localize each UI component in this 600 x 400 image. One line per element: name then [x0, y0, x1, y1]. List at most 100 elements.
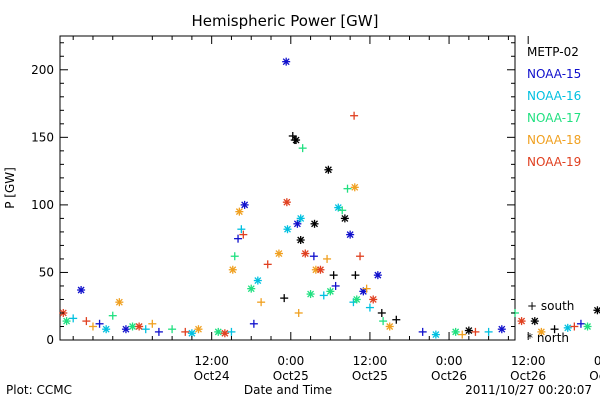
series-legend: METP-02 NOAA-15 NOAA-16 NOAA-17 NOAA-18 NOAA-… — [527, 45, 581, 169]
data-point-south — [88, 322, 97, 331]
plot-frame — [59, 35, 516, 341]
data-point-north — [583, 322, 592, 331]
y-tick-label: 100 — [31, 198, 54, 212]
data-point-north — [431, 330, 440, 339]
series-noaa-18 — [88, 183, 546, 339]
data-point-north — [102, 325, 111, 334]
data-point-north — [194, 325, 203, 334]
data-point-north — [301, 249, 310, 258]
data-point-south — [319, 291, 328, 300]
x-tick-label-time: 0:00 — [594, 354, 600, 368]
data-point-south — [108, 311, 117, 320]
data-point-south — [154, 327, 163, 336]
data-point-north — [326, 287, 335, 296]
data-point-south — [365, 303, 374, 312]
data-point-south — [298, 144, 307, 153]
legend-entry-noaa-15: NOAA-15 — [527, 67, 581, 81]
data-point-south — [95, 319, 104, 328]
x-tick-label-date: Oct25 — [352, 369, 388, 383]
data-point-north — [247, 284, 256, 293]
data-point-south — [343, 184, 352, 193]
legend-marker-north: * north — [527, 331, 569, 345]
data-point-north — [537, 327, 546, 336]
data-point-south — [458, 330, 467, 339]
data-point-north — [530, 317, 539, 326]
data-point-south — [356, 252, 365, 261]
data-point-south — [377, 308, 386, 317]
data-point-north — [220, 329, 229, 338]
data-point-south — [168, 325, 177, 334]
series-noaa-15 — [77, 57, 585, 336]
x-tick-label-time: 12:00 — [511, 354, 546, 368]
data-point-south — [294, 308, 303, 317]
data-point-south — [280, 294, 289, 303]
data-point-north — [292, 136, 301, 145]
data-point-south — [227, 327, 236, 336]
legend-entry-noaa-18: NOAA-18 — [527, 133, 581, 147]
y-tick-label: 150 — [31, 130, 54, 144]
data-point-north — [373, 271, 382, 280]
data-point-north — [135, 322, 144, 331]
data-point-north — [121, 325, 130, 334]
data-point-north — [310, 219, 319, 228]
data-point-north — [187, 329, 196, 338]
data-point-south — [239, 230, 248, 239]
data-point-north — [593, 306, 600, 315]
data-point-north — [282, 57, 291, 66]
legend-entry-noaa-17: NOAA-17 — [527, 111, 581, 125]
data-point-south — [323, 254, 332, 263]
legend-entry-metp-02: METP-02 — [527, 45, 579, 59]
data-point-north — [296, 236, 305, 245]
data-point-north — [563, 323, 572, 332]
y-axis-label: P [GW] — [3, 167, 17, 209]
x-tick-label-date: Oct26 — [431, 369, 467, 383]
data-point-south — [141, 325, 150, 334]
data-point-south — [331, 281, 340, 290]
data-point-north — [240, 200, 249, 209]
legend-entry-noaa-19: NOAA-19 — [527, 155, 581, 169]
data-point-north — [324, 165, 333, 174]
data-point-north — [296, 214, 305, 223]
data-point-south — [484, 327, 493, 336]
data-point-north — [274, 249, 283, 258]
data-point-south — [237, 225, 246, 234]
data-point-south — [234, 234, 243, 243]
data-point-south — [576, 319, 585, 328]
x-tick-label-date: Oct26 — [510, 369, 546, 383]
data-point-south — [257, 298, 266, 307]
data-point-north — [283, 225, 292, 234]
data-point-south — [82, 317, 91, 326]
x-tick-label-date: Oct24 — [194, 369, 230, 383]
data-point-north — [316, 265, 325, 274]
data-point-north — [235, 207, 244, 216]
data-point-south — [69, 314, 78, 323]
chart-title: Hemispheric Power [GW] — [192, 12, 379, 30]
data-point-south — [181, 327, 190, 336]
data-point-north — [282, 198, 291, 207]
y-tick-label: 0 — [46, 333, 54, 347]
data-point-south — [148, 319, 157, 328]
data-point-north — [340, 214, 349, 223]
data-point-south — [329, 271, 338, 280]
data-point-north — [306, 290, 315, 299]
data-point-north — [451, 327, 460, 336]
plot-source: Plot: CCMC — [6, 383, 72, 397]
data-point-south — [471, 327, 480, 336]
data-point-north — [497, 325, 506, 334]
x-tick-label-time: 0:00 — [277, 354, 304, 368]
data-point-south — [309, 252, 318, 261]
data-point-south — [351, 271, 360, 280]
series-metp-02 — [280, 131, 600, 335]
data-point-south — [362, 284, 371, 293]
data-point-north — [77, 286, 86, 295]
data-point-north — [228, 265, 237, 274]
data-point-north — [369, 295, 378, 304]
x-axis: 12:00Oct240:00Oct2512:00Oct250:00Oct2612… — [72, 36, 600, 383]
legend-entry-noaa-16: NOAA-16 — [527, 89, 581, 103]
series-noaa-19 — [59, 111, 579, 338]
data-point-south — [570, 322, 579, 331]
x-tick-label-time: 12:00 — [194, 354, 229, 368]
data-point-north — [293, 219, 302, 228]
